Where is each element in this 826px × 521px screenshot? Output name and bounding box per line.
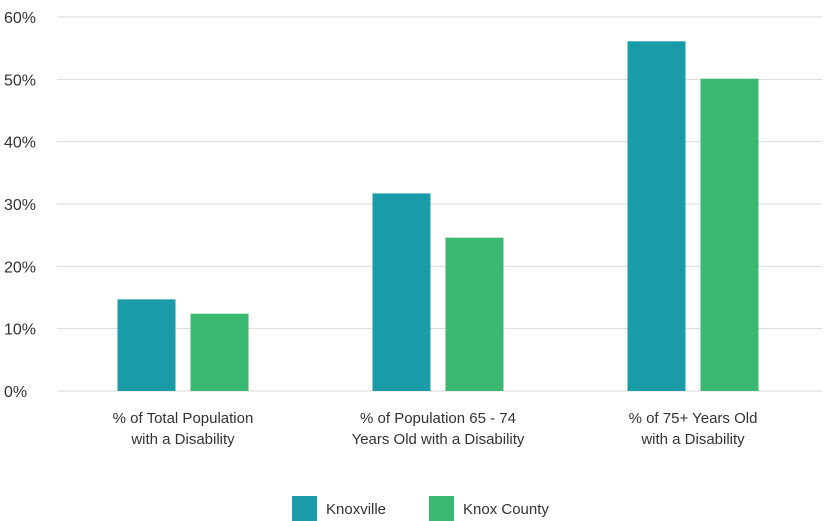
y-axis-ticks: 0% 10% 20% 30% 40% 50% 60% xyxy=(4,10,36,401)
x-category-label: % of Total Population xyxy=(113,410,254,427)
bars xyxy=(117,41,759,392)
bar-knox-county xyxy=(190,313,249,391)
x-category-label: Years Old with a Disability xyxy=(352,431,525,448)
bar-knoxville xyxy=(117,299,176,391)
legend-swatch xyxy=(292,496,317,521)
bar-knox-county xyxy=(445,237,504,391)
x-category-label: % of 75+ Years Old xyxy=(629,410,758,427)
x-category-label: % of Population 65 - 74 xyxy=(360,410,516,427)
y-tick-label: 40% xyxy=(4,135,36,152)
legend-swatch xyxy=(429,496,454,521)
y-tick-label: 0% xyxy=(4,384,27,401)
bar-knox-county xyxy=(700,78,759,392)
x-category-label: with a Disability xyxy=(130,431,235,448)
y-tick-label: 30% xyxy=(4,197,36,214)
legend-label: Knoxville xyxy=(326,501,386,518)
x-axis-labels: % of Total Population with a Disability % … xyxy=(113,410,758,448)
y-tick-label: 50% xyxy=(4,72,36,89)
legend-label: Knox County xyxy=(463,501,549,518)
y-tick-label: 20% xyxy=(4,259,36,276)
y-tick-label: 10% xyxy=(4,322,36,339)
x-category-label: with a Disability xyxy=(640,431,745,448)
gridlines xyxy=(57,16,822,392)
bar-knoxville xyxy=(372,193,431,391)
legend: Knoxville Knox County xyxy=(292,496,549,521)
y-tick-label: 60% xyxy=(4,10,36,27)
bar-knoxville xyxy=(627,41,686,392)
